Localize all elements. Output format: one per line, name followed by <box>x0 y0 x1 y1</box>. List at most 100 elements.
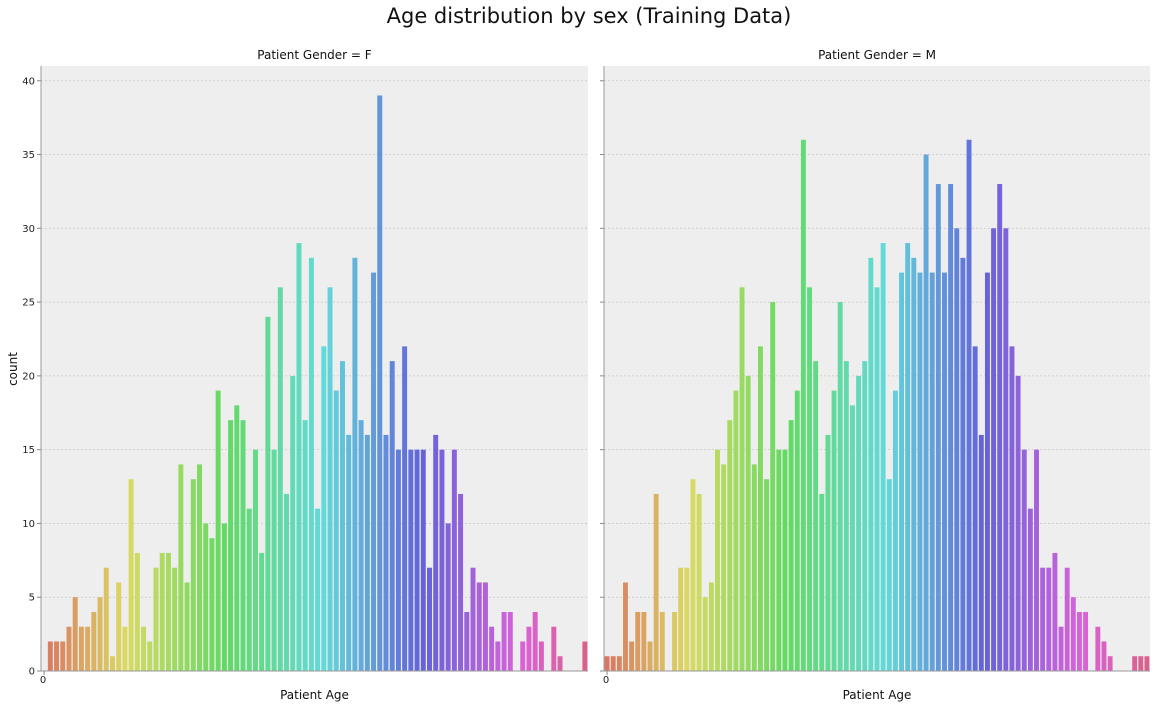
bar <box>495 641 501 671</box>
bar <box>377 95 383 671</box>
panel-female: Patient Gender = F count Patient Age 0 0… <box>6 48 588 702</box>
bar <box>302 420 308 671</box>
bar <box>757 346 763 671</box>
bar <box>739 287 745 671</box>
bar <box>470 567 476 671</box>
bar <box>147 641 153 671</box>
bar <box>960 257 966 671</box>
bar <box>672 611 678 671</box>
bar <box>653 493 659 671</box>
bar <box>1107 656 1113 671</box>
bar <box>47 641 53 671</box>
bar <box>501 611 507 671</box>
bar <box>635 611 641 671</box>
bar <box>641 611 647 671</box>
bar <box>837 302 843 671</box>
bar <box>1070 597 1076 671</box>
bar <box>271 449 277 671</box>
bar <box>880 243 886 671</box>
bar <box>917 272 923 671</box>
bar <box>551 626 557 671</box>
bar <box>727 420 733 671</box>
bar <box>110 656 115 671</box>
bar <box>352 257 358 671</box>
y-tick-label: 40 <box>22 76 35 87</box>
bar <box>1003 228 1009 671</box>
bar <box>60 641 66 671</box>
bar <box>234 405 240 671</box>
bar <box>966 139 972 671</box>
x-axis-label: Patient Age <box>843 688 912 702</box>
bar <box>122 626 128 671</box>
bar <box>856 375 862 671</box>
bar <box>520 641 526 671</box>
bar <box>427 567 432 671</box>
bar <box>733 390 739 671</box>
bar <box>159 552 165 671</box>
y-tick-label: 15 <box>22 445 35 456</box>
bar <box>532 611 538 671</box>
bar <box>929 272 935 671</box>
bar <box>616 656 622 671</box>
bar <box>66 626 72 671</box>
bar <box>696 493 702 671</box>
bar <box>708 582 714 671</box>
bar <box>489 626 495 671</box>
bar <box>862 361 868 671</box>
bar <box>339 361 345 671</box>
panel-title: Patient Gender = F <box>257 48 372 62</box>
bar <box>259 552 265 671</box>
bar <box>383 434 389 671</box>
bar <box>72 597 78 671</box>
bar <box>745 375 751 671</box>
bar <box>184 582 190 671</box>
bar <box>991 228 997 671</box>
bar <box>346 434 352 671</box>
bar <box>408 449 414 671</box>
bar <box>1138 656 1144 671</box>
bar <box>78 626 84 671</box>
bar <box>91 611 97 671</box>
bar <box>395 449 401 671</box>
bar <box>197 464 202 671</box>
bar <box>1077 611 1082 671</box>
bar <box>978 434 984 671</box>
bar <box>629 641 635 671</box>
bar <box>819 493 825 671</box>
bar <box>807 287 812 671</box>
bar <box>678 567 684 671</box>
x-axis-label: Patient Age <box>280 688 349 702</box>
bar <box>420 449 426 671</box>
bar <box>103 567 109 671</box>
bar <box>776 449 782 671</box>
bar <box>843 361 849 671</box>
bar <box>899 272 904 671</box>
bar <box>997 184 1003 672</box>
bar <box>308 257 314 671</box>
bar <box>526 626 532 671</box>
bar <box>582 641 588 671</box>
bar <box>690 479 696 671</box>
bar <box>659 611 665 671</box>
bar <box>954 228 960 671</box>
bar <box>172 567 178 671</box>
bar <box>764 479 770 671</box>
bar <box>116 582 122 671</box>
bar <box>874 287 880 671</box>
bar <box>165 552 171 671</box>
bar <box>1083 611 1089 671</box>
panel-male: Patient Gender = M Patient Age 0 <box>600 48 1150 702</box>
bar <box>414 449 420 671</box>
bar <box>770 302 776 671</box>
bar <box>85 626 91 671</box>
bar <box>751 464 757 671</box>
bar <box>886 479 892 671</box>
bar <box>557 656 563 671</box>
bar <box>190 479 196 671</box>
bar <box>464 611 470 671</box>
bar <box>892 390 898 671</box>
bar <box>228 420 234 671</box>
bar <box>178 464 184 671</box>
bar <box>1046 567 1052 671</box>
plot-area <box>41 66 588 671</box>
